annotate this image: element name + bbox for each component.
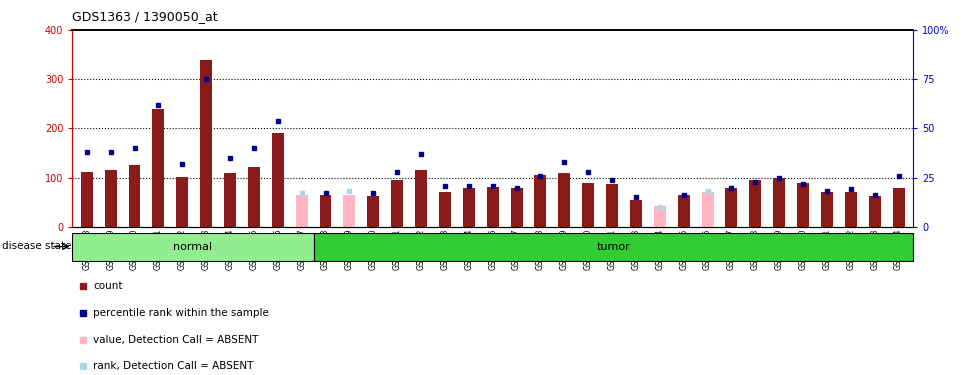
Bar (606, 184, 618, 227)
Bar (845, 192, 857, 227)
Bar (893, 188, 904, 227)
Bar (153, 109, 164, 227)
Bar (104, 170, 117, 227)
Bar (128, 165, 140, 227)
Bar (81, 172, 93, 227)
Bar (821, 192, 833, 227)
Bar (224, 173, 236, 227)
Bar (678, 195, 690, 227)
Bar (415, 170, 427, 227)
Bar (534, 175, 547, 227)
Text: normal: normal (174, 242, 213, 252)
Bar (868, 196, 881, 227)
Bar (773, 178, 785, 227)
Bar (391, 180, 403, 227)
Text: tumor: tumor (596, 242, 630, 252)
Text: percentile rank within the sample: percentile rank within the sample (94, 308, 270, 318)
Bar (463, 189, 474, 227)
Bar (750, 180, 761, 227)
Bar (630, 200, 641, 227)
Bar (558, 173, 570, 227)
Bar (511, 188, 523, 227)
Text: rank, Detection Call = ABSENT: rank, Detection Call = ABSENT (94, 361, 254, 371)
Bar (701, 192, 714, 227)
Bar (271, 134, 284, 227)
Bar (296, 195, 307, 227)
Bar (248, 167, 260, 227)
Text: count: count (94, 281, 123, 291)
Bar (797, 183, 809, 227)
Text: disease state: disease state (2, 241, 71, 250)
Bar (725, 189, 737, 227)
Text: GDS1363 / 1390050_at: GDS1363 / 1390050_at (72, 10, 218, 24)
Bar (320, 195, 331, 227)
Bar (177, 177, 188, 227)
Bar (439, 192, 451, 227)
Bar (487, 186, 498, 227)
Text: value, Detection Call = ABSENT: value, Detection Call = ABSENT (94, 335, 259, 345)
Bar (367, 196, 380, 227)
Bar (344, 195, 355, 227)
Bar (200, 60, 213, 227)
Bar (654, 206, 666, 227)
Bar (582, 183, 594, 227)
